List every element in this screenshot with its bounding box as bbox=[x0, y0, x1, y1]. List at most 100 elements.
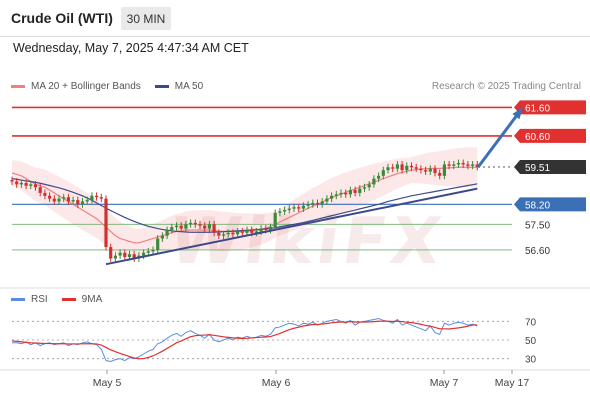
rsi-tick-50: 50 bbox=[525, 336, 537, 347]
candle-body bbox=[268, 227, 273, 230]
candle-body bbox=[362, 187, 367, 189]
timeframe-badge[interactable]: 30 MIN bbox=[121, 7, 171, 30]
candle-body bbox=[217, 232, 221, 236]
candle-body bbox=[179, 225, 183, 229]
candle-body bbox=[95, 195, 99, 198]
candle-body bbox=[57, 198, 61, 202]
copyright-text: Research © 2025 Trading Central bbox=[431, 81, 581, 92]
candle-body bbox=[400, 164, 404, 171]
candle-body bbox=[174, 225, 179, 228]
candle-body bbox=[339, 192, 343, 195]
candle-body bbox=[236, 231, 240, 235]
candle-body bbox=[76, 200, 80, 205]
level-label-56-60: 56.60 bbox=[525, 246, 550, 257]
candle-body bbox=[466, 164, 470, 166]
level-tag-59-51 bbox=[514, 159, 586, 174]
candle-body bbox=[132, 254, 136, 259]
candle-body bbox=[353, 190, 357, 193]
candle-body bbox=[118, 252, 122, 256]
candle-body bbox=[207, 224, 211, 229]
candle-body bbox=[259, 228, 263, 232]
ma50-line bbox=[11, 178, 478, 233]
candle-body bbox=[330, 195, 334, 199]
ma20-label: MA 20 + Bollinger Bands bbox=[31, 81, 141, 92]
candle-body bbox=[43, 192, 47, 196]
candle-body bbox=[151, 249, 155, 252]
candle-body bbox=[212, 224, 216, 233]
candle-body bbox=[29, 184, 33, 186]
candle-body bbox=[24, 182, 28, 186]
candle-body bbox=[283, 210, 287, 212]
legend-item-rsi-ma: 9MA bbox=[61, 294, 103, 305]
candle-body bbox=[315, 202, 320, 205]
candle-body bbox=[381, 170, 385, 176]
candle-body bbox=[170, 227, 174, 230]
candle-body bbox=[165, 229, 169, 236]
candle-body bbox=[113, 255, 117, 259]
rsi-ma-swatch bbox=[61, 298, 76, 301]
candle-body bbox=[372, 178, 376, 185]
candle-body bbox=[85, 200, 89, 202]
candle-body bbox=[146, 251, 150, 253]
candle-body bbox=[156, 238, 160, 250]
candle-body bbox=[15, 181, 19, 185]
candle-body bbox=[405, 165, 409, 171]
ma20-swatch bbox=[11, 85, 25, 88]
time-label: May 6 bbox=[262, 377, 291, 389]
candle-body bbox=[193, 222, 197, 225]
candle-body bbox=[52, 198, 56, 202]
candle-body bbox=[80, 201, 85, 205]
candle-body bbox=[66, 197, 70, 202]
rsi-line bbox=[12, 318, 478, 362]
level-tag-61-60 bbox=[514, 100, 586, 115]
candle-body bbox=[33, 184, 38, 188]
candle-body bbox=[367, 184, 371, 188]
candle-body bbox=[184, 224, 188, 229]
candle-body bbox=[391, 167, 395, 169]
candle-body bbox=[348, 190, 352, 195]
ma50-swatch bbox=[154, 85, 169, 88]
candle-body bbox=[142, 252, 146, 256]
level-label-60-60: 60.60 bbox=[525, 132, 550, 143]
candle-body bbox=[433, 168, 437, 173]
header-divider bbox=[0, 36, 590, 37]
candle-body bbox=[471, 164, 475, 166]
legend-item-rsi: RSI bbox=[11, 294, 48, 305]
candle-body bbox=[447, 164, 451, 166]
rsi-ma-line bbox=[11, 320, 478, 360]
candle-body bbox=[414, 167, 418, 169]
instrument-title: Crude Oil (WTI) bbox=[11, 10, 113, 26]
candle-body bbox=[10, 180, 14, 182]
rsi-swatch bbox=[11, 298, 25, 301]
time-label: May 17 bbox=[495, 377, 530, 389]
candle-body bbox=[424, 170, 428, 172]
rsi-legend: RSI 9MA bbox=[11, 294, 116, 305]
candle-body bbox=[442, 164, 446, 176]
candle-body bbox=[264, 228, 268, 230]
candle-body bbox=[278, 211, 282, 213]
legend-item-ma50: MA 50 bbox=[154, 81, 204, 92]
candle-body bbox=[90, 195, 94, 201]
level-label-61-60: 61.60 bbox=[525, 103, 550, 114]
candle-body bbox=[123, 252, 127, 258]
candle-body bbox=[358, 188, 362, 193]
candle-body bbox=[452, 164, 456, 166]
candle-body bbox=[62, 197, 66, 199]
candle-body bbox=[377, 175, 381, 179]
candle-body bbox=[301, 205, 305, 209]
rsi-ma-label: 9MA bbox=[81, 294, 103, 305]
candle-body bbox=[19, 182, 23, 185]
candle-body bbox=[48, 195, 52, 199]
time-label: May 5 bbox=[93, 377, 122, 389]
level-tag-58-20 bbox=[514, 197, 586, 212]
candle-body bbox=[160, 235, 164, 239]
level-label-57-50: 57.50 bbox=[525, 220, 550, 231]
price-legend: MA 20 + Bollinger Bands MA 50 bbox=[11, 81, 217, 92]
candle-body bbox=[226, 232, 230, 235]
candle-body bbox=[438, 172, 442, 176]
chart-header: Crude Oil (WTI) 30 MIN bbox=[0, 0, 590, 36]
candle-body bbox=[419, 168, 423, 171]
ma50-label: MA 50 bbox=[174, 81, 204, 92]
candle-body bbox=[409, 165, 414, 168]
